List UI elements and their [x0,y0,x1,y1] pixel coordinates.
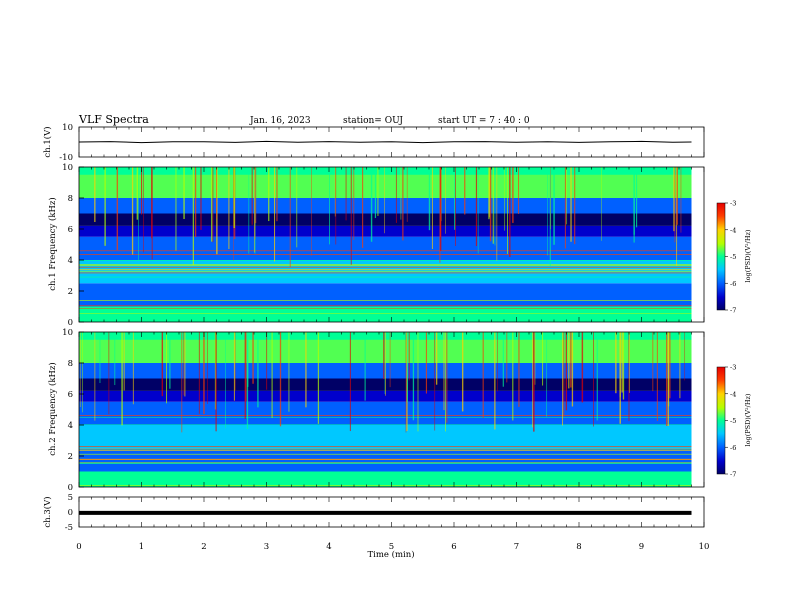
ch2-spec-ytick-label-0: 0 [68,483,73,493]
ch1-spec-ytick-label-1: 2 [68,287,73,297]
xtick-label-3: 3 [264,542,269,552]
ch1-spectrogram-image [79,167,692,322]
ch2-spec-ytick-label-3: 6 [68,390,73,400]
ch3-ytick-bottom: -5 [65,523,73,533]
ch1-ytick-top: 10 [62,123,73,133]
ch2-cbtick-label-2: -5 [730,417,736,425]
xtick-label-6: 6 [451,542,456,552]
ch2-spectrogram-image [79,332,692,487]
ch2-spec-band-2 [79,425,692,449]
ch2-spec-ytick-label-4: 8 [68,359,73,369]
xtick-label-7: 7 [514,542,519,552]
ch1-spec-band-6 [79,198,692,214]
ch1-colorbar [716,202,726,311]
ch2-cbtick-label-4: -7 [730,471,736,479]
ch1-spec-ytick-label-2: 4 [68,256,73,266]
ch1-spec-band-3 [79,236,692,260]
ch1-spec-upper-band [79,174,692,198]
ch1-spec-band-7 [79,167,692,198]
ch1-spec-band-5 [79,213,692,226]
ch2-spec-ytick-label-5: 10 [62,328,73,338]
ch1-waveform-ylabel: ch.1(V) [42,126,53,157]
ch1-colorbar-label: log(PSD)(V²/Hz) [744,229,752,282]
xtick-label-2: 2 [201,542,206,552]
xtick-label-10: 10 [699,542,710,552]
ch3-ytick-mid: 0 [68,508,73,518]
ch1-cbtick-label-0: -3 [730,200,736,208]
ch1-spec-ytick-label-0: 0 [68,318,73,328]
figure-title: VLF Spectra [78,113,149,126]
xtick-label-4: 4 [326,542,331,552]
ch2-spec-ytick-label-2: 4 [68,421,73,431]
station-label: station= OUJ [343,116,403,126]
ch3-waveform-ylabel: ch.3(V) [42,496,53,527]
ch1-spec-ytick-label-3: 6 [68,225,73,235]
ch1-spectrogram-ylabel: ch.1 Frequency (kHz) [47,197,58,290]
ch1-cbtick-label-2: -5 [730,253,736,261]
ch1-spec-band-0 [79,306,692,322]
ch2-spectrogram-ylabel: ch.2 Frequency (kHz) [47,362,58,455]
ch1-ytick-bottom: -10 [59,153,73,163]
time-axis-label: Time (min) [367,549,414,560]
date-label: Jan. 16, 2023 [249,116,311,126]
ch2-cbtick-label-0: -3 [730,364,736,372]
xtick-label-5: 5 [389,542,394,552]
ch1-spec-ytick-label-4: 8 [68,194,73,204]
ch2-spectrogram-yticks: 0 2 4 6 8 10 [62,328,84,493]
ch2-spec-band-4 [79,390,692,402]
xtick-label-1: 1 [139,542,144,552]
ch2-cbtick-label-3: -6 [730,444,736,452]
xtick-label-0: 0 [76,542,81,552]
ch1-cbtick-label-1: -4 [730,226,736,234]
xtick-label-8: 8 [576,542,581,552]
ch2-colorbar [716,366,726,475]
ch2-colorbar-ticks: -3 -4 -5 -6 -7 [725,364,736,479]
ch1-cbtick-label-3: -6 [730,280,736,288]
ch2-spec-band-3 [79,401,692,425]
ch1-cbtick-label-4: -7 [730,307,736,315]
ch2-cbtick-label-1: -4 [730,390,736,398]
ch3-ytick-top: 5 [68,493,73,503]
ch1-spec-band-2 [79,260,692,284]
ch1-colorbar-ticks: -3 -4 -5 -6 -7 [725,200,736,315]
ch1-spec-band-1 [79,283,692,307]
ch1-spec-band-4 [79,225,692,237]
ch1-waveform-trace [78,140,692,144]
ch1-spec-ytick-label-5: 10 [62,163,73,173]
time-axis-ticks [78,127,705,527]
xtick-label-9: 9 [639,542,644,552]
ch1-spectrogram-yticks: 0 2 4 6 8 10 [62,163,84,328]
ch2-spec-ytick-label-1: 2 [68,452,73,462]
ch2-colorbar-label: log(PSD)(V²/Hz) [744,393,752,446]
ch2-spec-band-0 [79,471,692,487]
time-axis-tick-labels: 0 1 2 3 4 5 6 7 8 9 10 [76,542,709,552]
start-time-label: start UT = 7 : 40 : 0 [438,116,530,126]
